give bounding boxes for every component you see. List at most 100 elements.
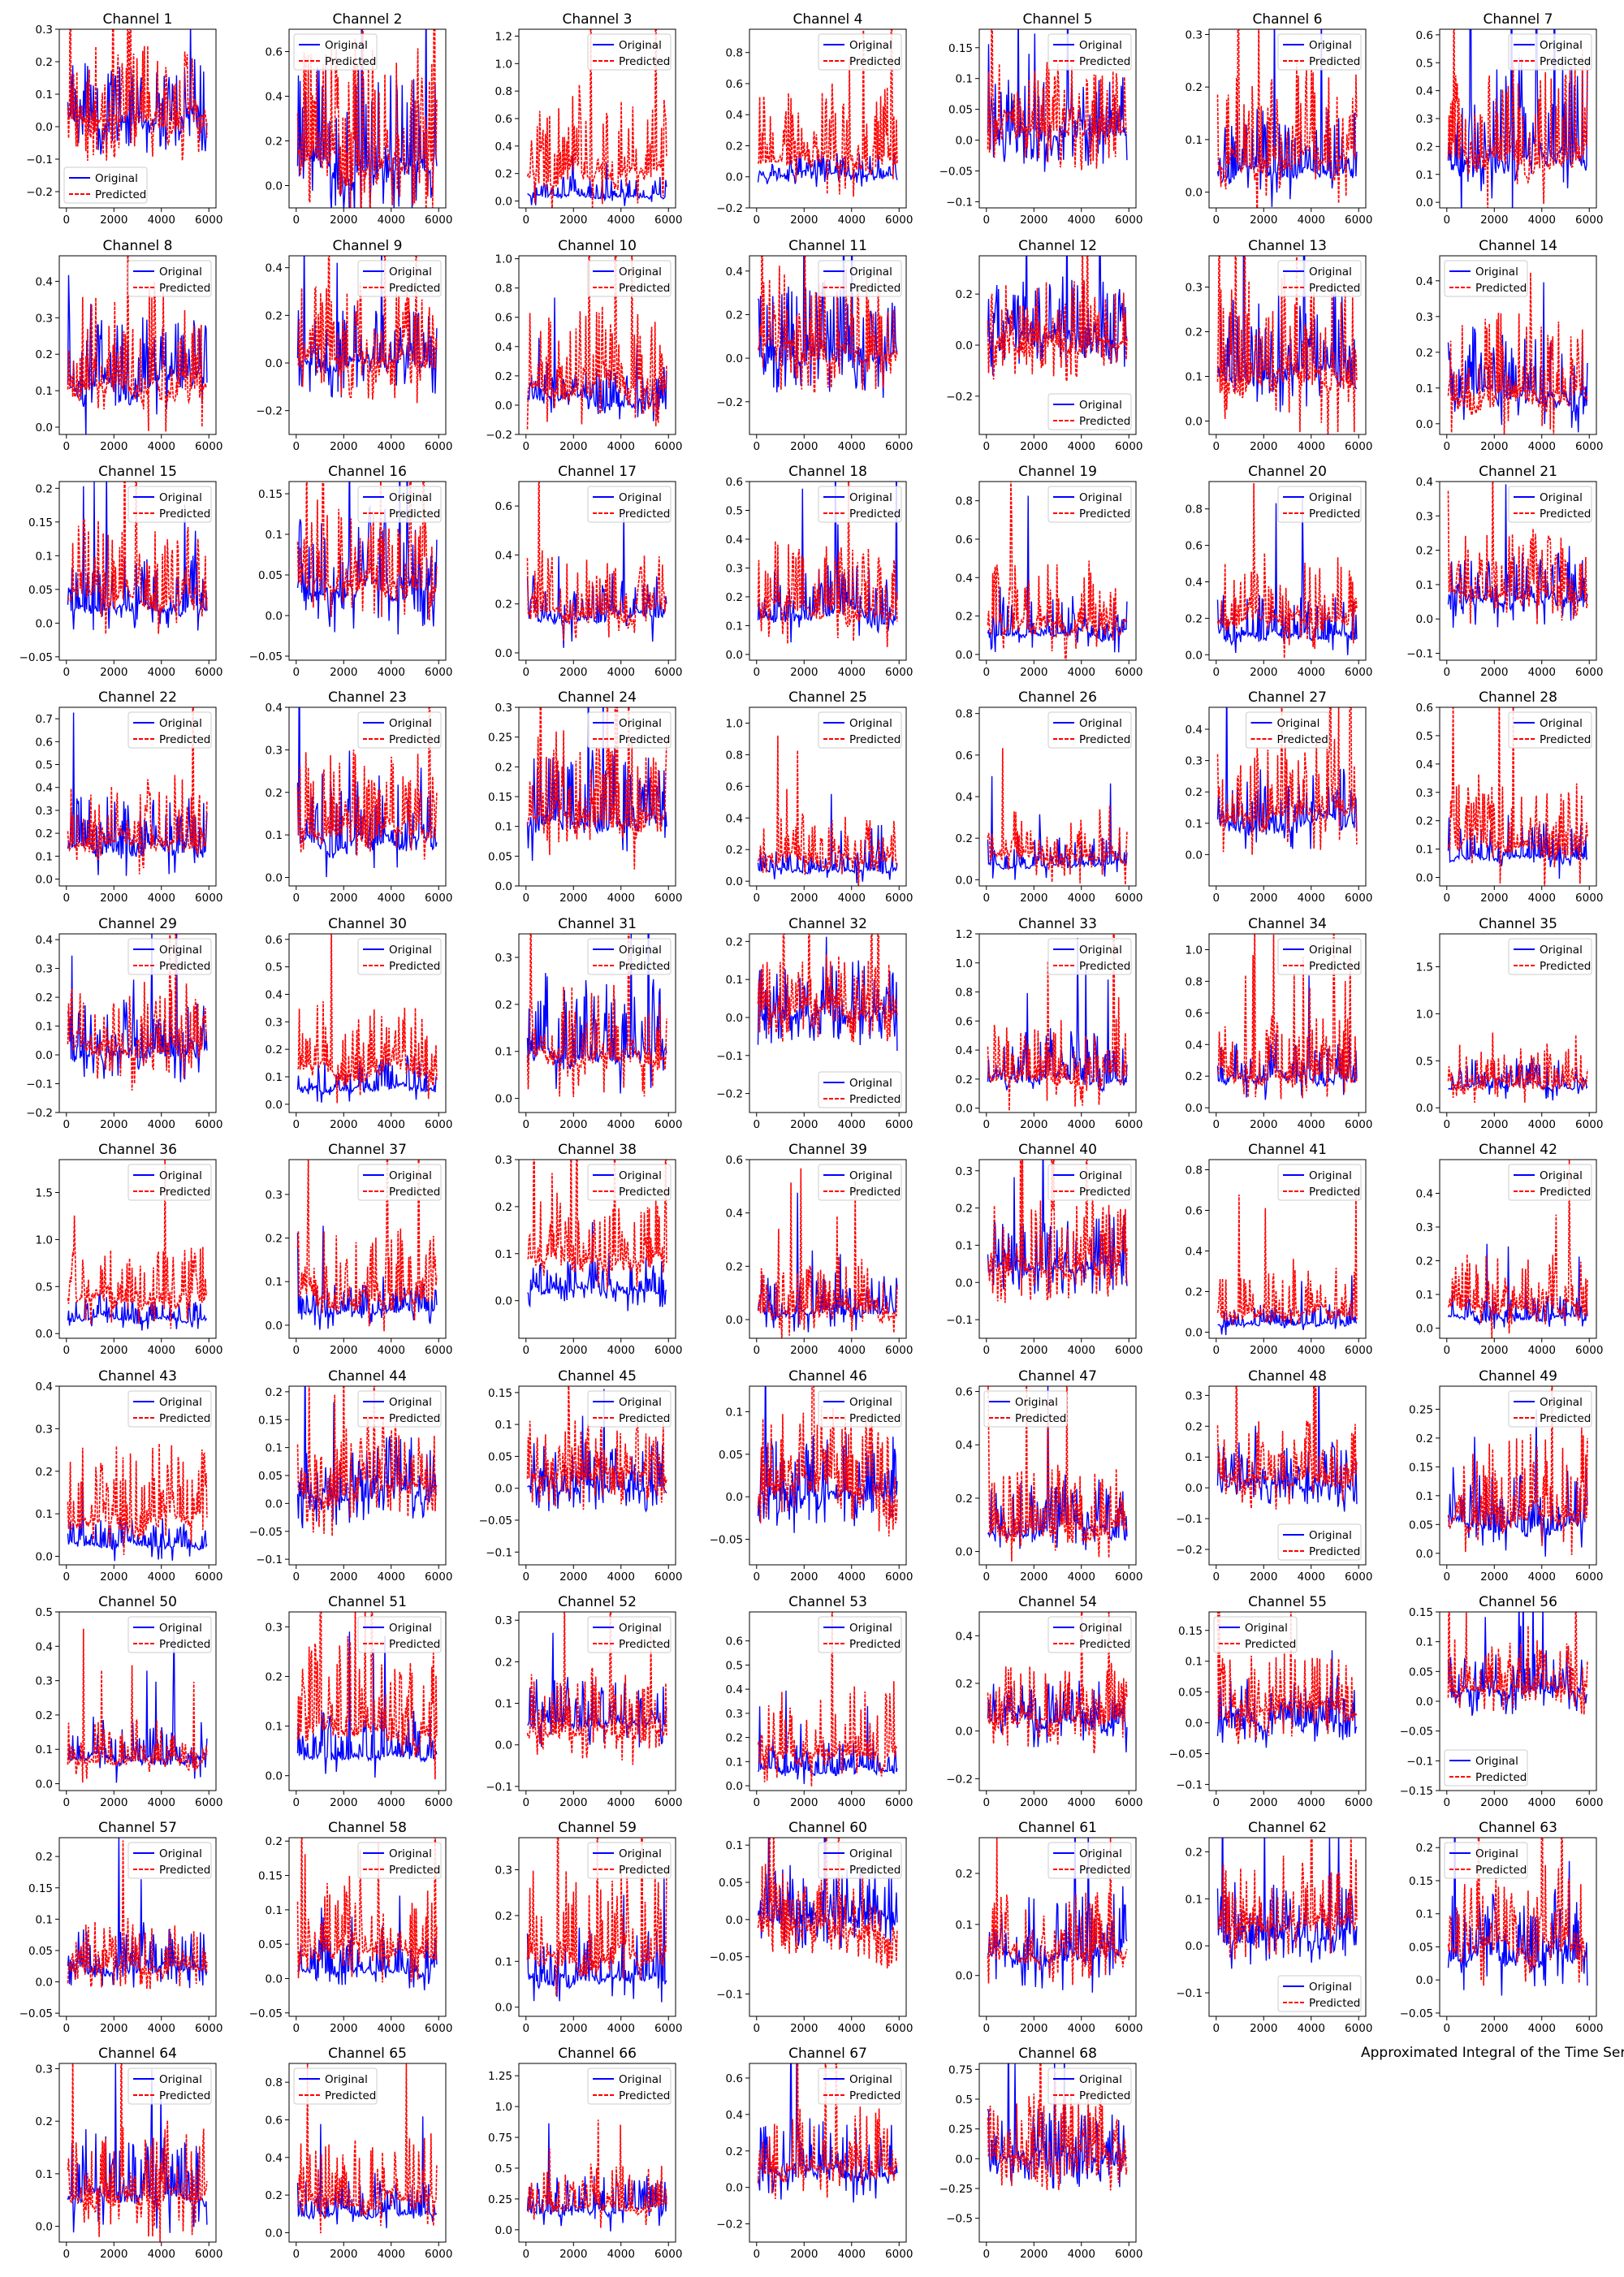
predicted-series-line xyxy=(296,1612,438,1780)
predicted-series-line xyxy=(1447,1160,1588,1338)
legend: Original Predicted xyxy=(818,2067,902,2105)
y-tick-label: 0.1 xyxy=(956,73,973,86)
x-tick-label: 6000 xyxy=(1575,1118,1603,1131)
legend-label-predicted: Predicted xyxy=(849,282,901,295)
x-tick-label: 4000 xyxy=(1068,892,1095,905)
x-tick-label: 6000 xyxy=(425,214,452,227)
x-tick-label: 2000 xyxy=(100,892,127,905)
predicted-series-line xyxy=(296,482,438,620)
y-tick-label: 0.1 xyxy=(1186,1656,1203,1669)
y-tick-label: 0.2 xyxy=(266,1835,283,1848)
y-tick-label: 0.2 xyxy=(1416,545,1433,558)
predicted-series-line xyxy=(67,1628,208,1783)
legend-label-original: Original xyxy=(849,491,892,504)
y-tick-label: 0.2 xyxy=(726,309,743,322)
y-tick-label: 0.2 xyxy=(726,1732,743,1745)
x-tick-label: 4000 xyxy=(838,1796,866,1809)
y-tick-label: −0.1 xyxy=(1406,1755,1433,1768)
channel-panel: Channel 10 0 2000 4000 6000 −0.2 0.0 0.2 0.4 0.6 0… xyxy=(486,238,682,453)
y-tick-label: 0.05 xyxy=(1409,1941,1433,1954)
legend-label-predicted: Predicted xyxy=(849,508,901,521)
y-tick-label: 0.4 xyxy=(726,266,743,279)
y-tick-label: 0.0 xyxy=(726,1012,743,1025)
y-tick-label: 0.3 xyxy=(1416,311,1433,324)
channel-panel: Channel 27 0 2000 4000 6000 0.0 0.1 0.2 0.3 0.4 Or… xyxy=(1186,689,1373,905)
y-tick-label: 0.0 xyxy=(1186,1102,1203,1115)
original-series-line xyxy=(526,707,667,862)
y-tick-label: 0.1 xyxy=(1416,169,1433,182)
legend: Original Predicted xyxy=(1277,1975,1362,2012)
legend-label-original: Original xyxy=(389,266,432,279)
y-tick-label: 0.2 xyxy=(956,1203,973,1216)
axes-frame xyxy=(1208,255,1367,435)
panel-title: Channel 20 xyxy=(1248,464,1327,480)
x-tick-label: 2000 xyxy=(100,440,127,453)
predicted-series-line xyxy=(1447,482,1588,624)
legend-box xyxy=(983,1390,1068,1428)
y-tick-label: 0.8 xyxy=(1186,1164,1203,1177)
y-tick-label: 0.1 xyxy=(1186,1451,1203,1464)
original-series-line xyxy=(1447,282,1588,433)
y-tick-label: −0.1 xyxy=(1406,648,1433,661)
channel-panel: Channel 8 0 2000 4000 6000 0.0 0.1 0.2 0.3 0.4 Ori… xyxy=(36,238,223,453)
legend: Original Predicted xyxy=(1047,33,1132,71)
y-tick-label: 0.5 xyxy=(266,961,283,974)
y-tick-label: 0.15 xyxy=(258,1414,283,1427)
y-tick-label: 0.6 xyxy=(956,750,973,763)
x-tick-label: 2000 xyxy=(1020,1344,1047,1357)
y-tick-label: 0.8 xyxy=(1186,975,1203,988)
x-tick-label: 6000 xyxy=(1345,666,1372,679)
x-tick-label: 2000 xyxy=(1250,892,1277,905)
x-tick-label: 0 xyxy=(292,1571,300,1584)
predicted-series-line xyxy=(67,934,208,1091)
legend-label-original: Original xyxy=(159,266,202,279)
legend: Original Predicted xyxy=(1047,1616,1132,1653)
x-tick-label: 4000 xyxy=(838,2248,866,2261)
y-tick-label: 0.4 xyxy=(726,534,743,547)
y-tick-label: 0.2 xyxy=(726,2145,743,2158)
channel-panel: Channel 23 0 2000 4000 6000 0.0 0.1 0.2 0.3 0.4 Or… xyxy=(266,689,453,905)
channel-panel: Channel 18 0 2000 4000 6000 0.0 0.1 0.2 0.3 0.4 0.… xyxy=(726,464,914,679)
original-series-line xyxy=(296,1631,438,1778)
legend-label-original: Original xyxy=(389,1622,432,1635)
legend-label-original: Original xyxy=(1079,491,1122,504)
legend-box xyxy=(587,486,672,523)
panel-title: Channel 40 xyxy=(1018,1142,1097,1158)
y-tick-label: 0.2 xyxy=(1416,815,1433,828)
y-tick-label: 0.0 xyxy=(36,1551,53,1564)
y-tick-label: 0.0 xyxy=(36,1049,53,1062)
predicted-series-line xyxy=(526,1838,667,1996)
legend: Original Predicted xyxy=(1047,393,1132,430)
axes-frame xyxy=(518,1837,676,2017)
y-tick-label: 0.8 xyxy=(956,495,973,508)
legend: Original Predicted xyxy=(983,1390,1068,1428)
legend: Original Predicted xyxy=(357,1164,442,1201)
legend-label-predicted: Predicted xyxy=(1540,55,1591,68)
y-tick-label: 0.0 xyxy=(266,1320,283,1333)
channel-panel: Channel 66 0 2000 4000 6000 0.0 0.25 0.5 0.75 1.0… xyxy=(488,2046,682,2261)
channel-panel: Channel 6 0 2000 4000 6000 0.0 0.1 0.2 0.3 Origin… xyxy=(1186,11,1373,227)
original-series-line xyxy=(296,1895,438,1990)
x-tick-label: 4000 xyxy=(1298,440,1325,453)
y-tick-label: 0.0 xyxy=(726,2182,743,2195)
x-tick-label: 6000 xyxy=(195,1118,222,1131)
x-tick-label: 0 xyxy=(522,214,529,227)
panel-title: Channel 8 xyxy=(102,238,172,254)
y-tick-label: 0.0 xyxy=(266,180,283,193)
x-tick-label: 0 xyxy=(983,1344,990,1357)
y-tick-label: 0.2 xyxy=(495,598,512,611)
legend-label-predicted: Predicted xyxy=(1245,1638,1296,1651)
channel-panel: Channel 33 0 2000 4000 6000 0.0 0.2 0.4 0.6 0.8 1.… xyxy=(956,916,1143,1131)
x-tick-label: 4000 xyxy=(1528,1796,1556,1809)
panel-title: Channel 27 xyxy=(1248,689,1327,706)
x-tick-label: 4000 xyxy=(838,214,866,227)
x-tick-label: 6000 xyxy=(1575,1344,1603,1357)
original-series-line xyxy=(527,1221,667,1311)
channel-panel: Channel 34 0 2000 4000 6000 0.0 0.2 0.4 0.6 0.8 1.… xyxy=(1186,916,1373,1131)
legend-label-predicted: Predicted xyxy=(849,733,901,746)
panel-title: Channel 19 xyxy=(1018,464,1097,480)
legend-label-predicted: Predicted xyxy=(1079,55,1130,68)
predicted-series-line xyxy=(526,2119,667,2228)
legend-box xyxy=(818,1842,902,1879)
